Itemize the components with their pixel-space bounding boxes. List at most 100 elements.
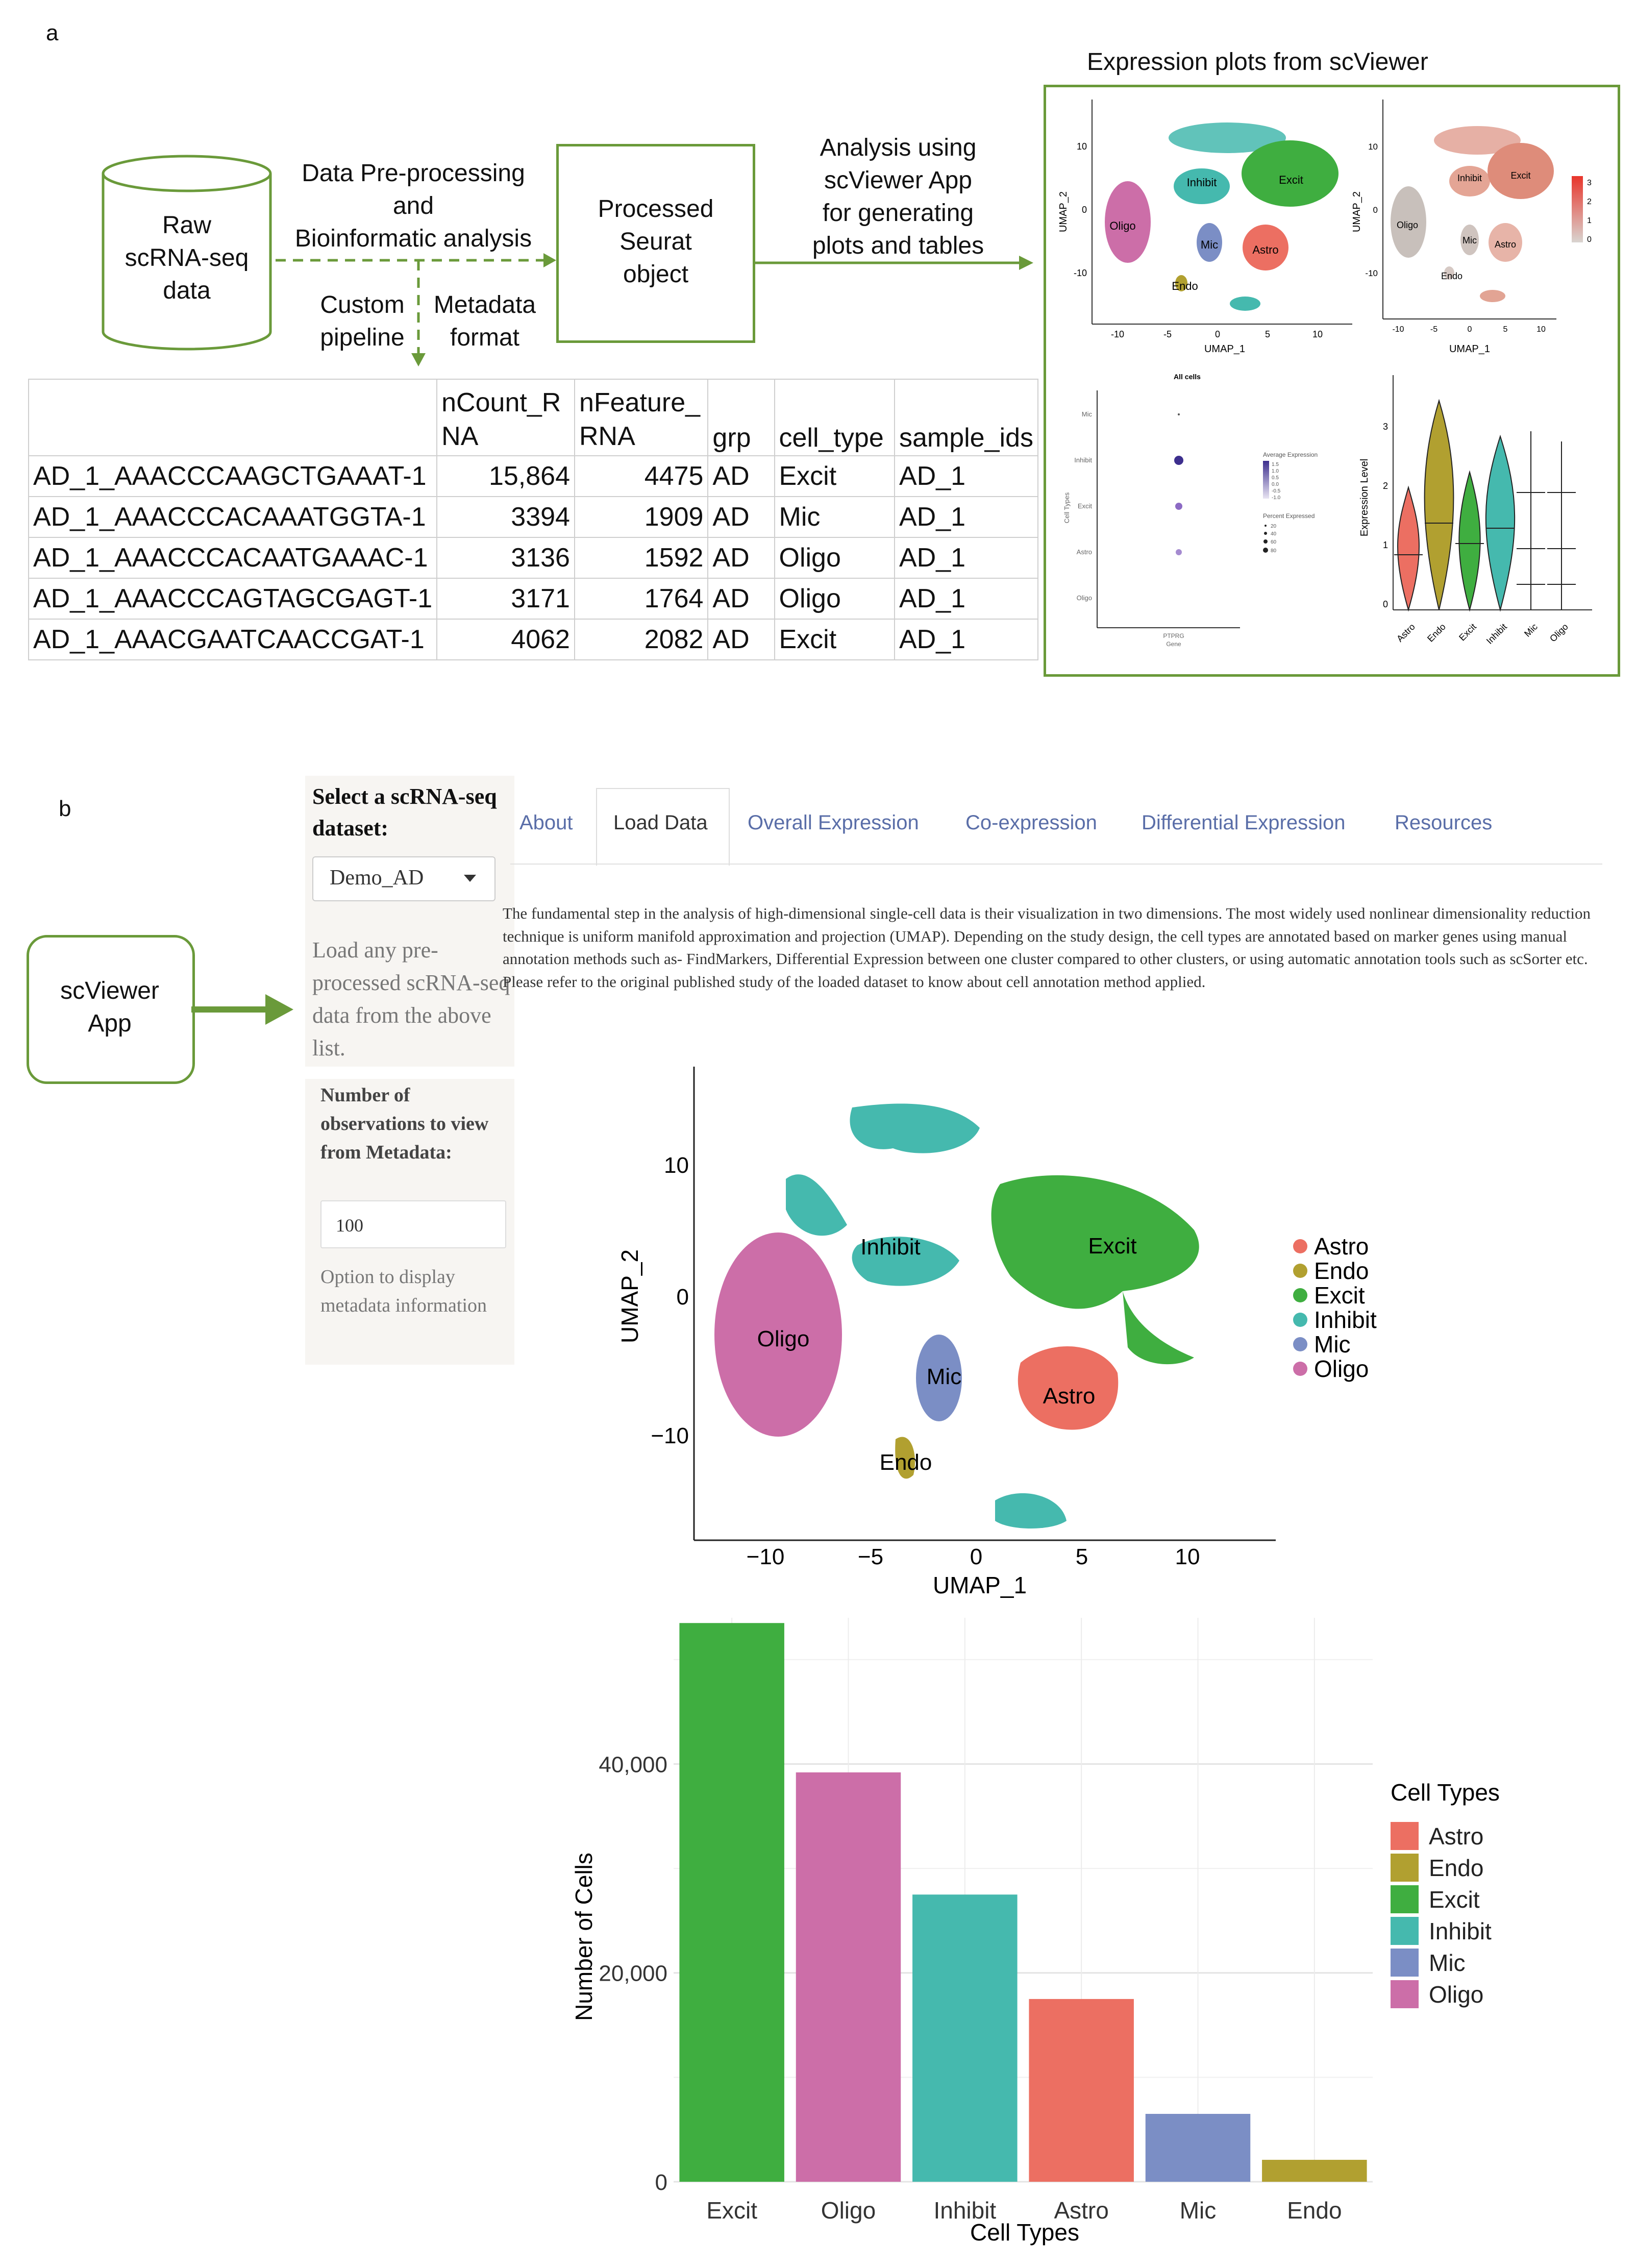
- table-cell: 3136: [436, 537, 575, 579]
- violin-ytick: 0: [1383, 599, 1388, 609]
- violin-xtick: Astro: [1395, 622, 1417, 644]
- legend-swatch: [1391, 1949, 1419, 1977]
- table-cell: 4475: [574, 455, 709, 497]
- mini-umap-xtick: 0: [1215, 329, 1220, 339]
- legend-label: Mic: [1429, 1950, 1466, 1976]
- table-header-row: nCount_R NA nFeature_ RNA grp cell_type sa…: [28, 379, 1039, 456]
- bar-mic: [1145, 2113, 1251, 2182]
- dashed-arrows: [276, 253, 556, 366]
- legend-label: Endo: [1429, 1855, 1483, 1881]
- dot-row-label: Astro: [1077, 548, 1092, 556]
- dot-legend-pct-title: Percent Expressed: [1263, 512, 1315, 520]
- col-header-sample-ids: sample_ids: [894, 379, 1039, 456]
- mini-umap-ytick: -10: [1074, 268, 1087, 278]
- violin-plot: 3 2 1 0 Expression Level Astro Endo Exci…: [1359, 375, 1592, 646]
- table-cell: 1909: [574, 496, 709, 538]
- seurat-object-label: Processed Seurat object: [598, 195, 714, 288]
- table-cell: Oligo: [774, 578, 895, 620]
- dot-legend-avg-title: Average Expression: [1263, 451, 1318, 458]
- feature-xtick: 5: [1503, 325, 1508, 334]
- table-row: AD_1_AAACCCACAATGAAAC-1 3136 1592 AD Oli…: [28, 537, 1039, 579]
- violin-xtick: Inhibit: [1484, 622, 1509, 646]
- table-cell: AD: [707, 537, 775, 579]
- bar-xtick: Oligo: [821, 2197, 876, 2224]
- bar-xlabel: Cell Types: [970, 2219, 1079, 2246]
- violin-ytick: 1: [1383, 540, 1388, 550]
- tab-load-data[interactable]: Load Data: [596, 788, 730, 866]
- feature-plot: Inhibit Excit Oligo Mic Astro Endo 3 2 1…: [1351, 100, 1592, 355]
- mini-umap-xlabel: UMAP_1: [1204, 343, 1245, 355]
- bar-series: [679, 1623, 1367, 2182]
- feature-xtick: 10: [1536, 325, 1546, 334]
- table-cell: 4062: [436, 619, 575, 660]
- observations-input[interactable]: 100: [320, 1200, 506, 1248]
- arrow-to-plots: [754, 256, 1033, 270]
- table-cell: AD_1: [894, 537, 1039, 579]
- umap-ytick: −10: [651, 1423, 689, 1448]
- table-cell: AD_1: [894, 455, 1039, 497]
- mini-umap-label: Oligo: [1109, 219, 1135, 232]
- umap-legend-item: Inhibit: [1314, 1306, 1377, 1333]
- table-cell: 15,864: [436, 455, 575, 497]
- tab-about[interactable]: About: [519, 811, 573, 834]
- legend-label: Excit: [1429, 1886, 1480, 1913]
- table-cell: AD_1_AAACCCACAATGAAAC-1: [28, 537, 438, 579]
- umap-legend-item: Oligo: [1314, 1355, 1369, 1382]
- feature-label: Inhibit: [1457, 173, 1482, 183]
- dataset-select-value: Demo_AD: [330, 866, 424, 890]
- bar-xtick: Astro: [1054, 2197, 1108, 2224]
- legend-swatch: [1391, 1980, 1419, 2008]
- table-cell: 3171: [436, 578, 575, 620]
- umap-ytick: 10: [664, 1153, 689, 1178]
- tab-differential-expression[interactable]: Differential Expression: [1142, 811, 1345, 834]
- umap-legend-item: Endo: [1314, 1258, 1369, 1284]
- chevron-down-icon: [464, 875, 476, 882]
- num-observations-label: Number of observations to view from Meta…: [320, 1084, 489, 1163]
- panel-b-label: b: [59, 796, 71, 821]
- umap-cluster-label: Endo: [880, 1450, 932, 1475]
- umap-cluster-label: Mic: [927, 1364, 961, 1389]
- tab-co-expression[interactable]: Co-expression: [965, 811, 1097, 834]
- legend-swatch: [1391, 1917, 1419, 1945]
- legend-swatch: [1391, 1885, 1419, 1913]
- feature-label: Mic: [1463, 235, 1477, 245]
- sidebar-dataset-panel: [305, 776, 514, 1067]
- metadata-table: nCount_R NA nFeature_ RNA grp cell_type sa…: [28, 379, 1039, 660]
- feature-ylabel: UMAP_2: [1351, 191, 1362, 232]
- umap-xtick: −10: [747, 1544, 785, 1569]
- violin-xtick: Excit: [1457, 622, 1478, 643]
- tab-overall-expression[interactable]: Overall Expression: [748, 811, 919, 834]
- load-hint-text: Load any pre-processed scRNA-seq data fr…: [312, 938, 510, 1061]
- dataset-select[interactable]: Demo_AD: [312, 856, 495, 901]
- bar-endo: [1262, 2160, 1367, 2182]
- dot-legend-avg-val: -1.0: [1272, 495, 1281, 501]
- bar-ytick: 0: [655, 2170, 667, 2195]
- umap-cluster-label: Oligo: [757, 1326, 810, 1351]
- tab-resources[interactable]: Resources: [1395, 811, 1492, 834]
- mini-umap-ytick: 10: [1077, 141, 1087, 152]
- bar-yticks: 0 20,000 40,000: [599, 1752, 667, 2195]
- bar-xtick: Mic: [1180, 2197, 1217, 2224]
- dot-row-label: Inhibit: [1074, 456, 1092, 464]
- preprocess-label: Data Pre-processing and Bioinformatic anal…: [294, 160, 532, 252]
- feature-scale: 3: [1587, 179, 1592, 187]
- analysis-label: Analysis using scViewer App for generating…: [812, 134, 984, 259]
- feature-scale: 2: [1587, 198, 1592, 206]
- feature-ytick: 0: [1373, 205, 1378, 215]
- feature-label: Excit: [1510, 170, 1530, 181]
- table-row: AD_1_AAACGAATCAACCGAT-1 4062 2082 AD Exc…: [28, 619, 1039, 660]
- dot-legend-avg-val: 0.0: [1272, 482, 1279, 487]
- scviewer-app-label: scViewer App: [60, 977, 159, 1037]
- tab-label: About: [519, 811, 573, 834]
- feature-ytick: -10: [1365, 268, 1378, 278]
- table-cell: AD_1_AAACCCAAGCTGAAAT-1: [28, 455, 438, 497]
- dot-legend-pct-val: 60: [1271, 539, 1277, 545]
- feature-xlabel: UMAP_1: [1449, 343, 1490, 355]
- table-cell: 1764: [574, 578, 709, 620]
- dot-ylabel: Cell Types: [1063, 492, 1071, 523]
- panel-a-label: a: [46, 20, 59, 45]
- bar-xtick: Excit: [706, 2197, 757, 2224]
- table-cell: 2082: [574, 619, 709, 660]
- table-cell: 3394: [436, 496, 575, 538]
